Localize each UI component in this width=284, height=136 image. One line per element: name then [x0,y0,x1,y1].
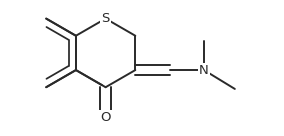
Text: N: N [199,64,209,77]
Text: S: S [101,12,110,25]
Text: O: O [100,111,111,124]
